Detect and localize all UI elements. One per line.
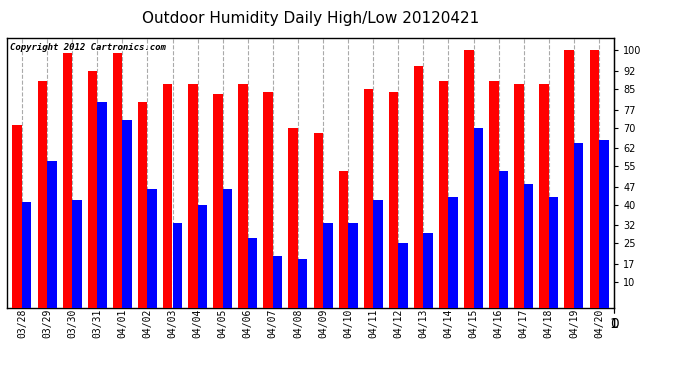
Bar xyxy=(473,128,483,308)
Bar xyxy=(248,238,257,308)
Bar xyxy=(499,171,509,308)
Bar xyxy=(323,223,333,308)
Bar xyxy=(348,223,357,308)
Bar xyxy=(339,171,348,308)
Bar xyxy=(72,200,81,308)
Bar xyxy=(439,81,449,308)
Bar xyxy=(288,128,298,308)
Bar xyxy=(589,50,599,308)
Bar xyxy=(37,81,47,308)
Bar xyxy=(489,81,499,308)
Bar xyxy=(298,259,308,308)
Bar xyxy=(22,202,32,308)
Bar xyxy=(564,50,574,308)
Bar xyxy=(414,66,424,308)
Bar xyxy=(172,223,182,308)
Bar xyxy=(197,205,207,308)
Text: Copyright 2012 Cartronics.com: Copyright 2012 Cartronics.com xyxy=(10,43,166,52)
Bar xyxy=(88,71,97,308)
Bar xyxy=(373,200,383,308)
Bar xyxy=(12,125,22,308)
Bar xyxy=(514,84,524,308)
Bar xyxy=(213,94,223,308)
Bar xyxy=(138,102,148,308)
Bar xyxy=(163,84,172,308)
Bar xyxy=(313,133,323,308)
Bar xyxy=(264,92,273,308)
Bar xyxy=(574,143,584,308)
Bar xyxy=(97,102,107,308)
Bar xyxy=(122,120,132,308)
Bar xyxy=(424,233,433,308)
Bar xyxy=(388,92,398,308)
Bar xyxy=(540,84,549,308)
Bar xyxy=(448,197,458,308)
Bar xyxy=(398,243,408,308)
Bar xyxy=(63,53,72,307)
Bar xyxy=(599,140,609,308)
Bar xyxy=(549,197,558,308)
Bar xyxy=(238,84,248,308)
Bar xyxy=(112,53,122,307)
Bar xyxy=(524,184,533,308)
Bar xyxy=(464,50,473,308)
Text: Outdoor Humidity Daily High/Low 20120421: Outdoor Humidity Daily High/Low 20120421 xyxy=(142,11,479,26)
Bar xyxy=(364,89,373,308)
Bar xyxy=(188,84,197,308)
Bar xyxy=(223,189,233,308)
Bar xyxy=(148,189,157,308)
Bar xyxy=(47,161,57,308)
Bar xyxy=(273,256,282,307)
